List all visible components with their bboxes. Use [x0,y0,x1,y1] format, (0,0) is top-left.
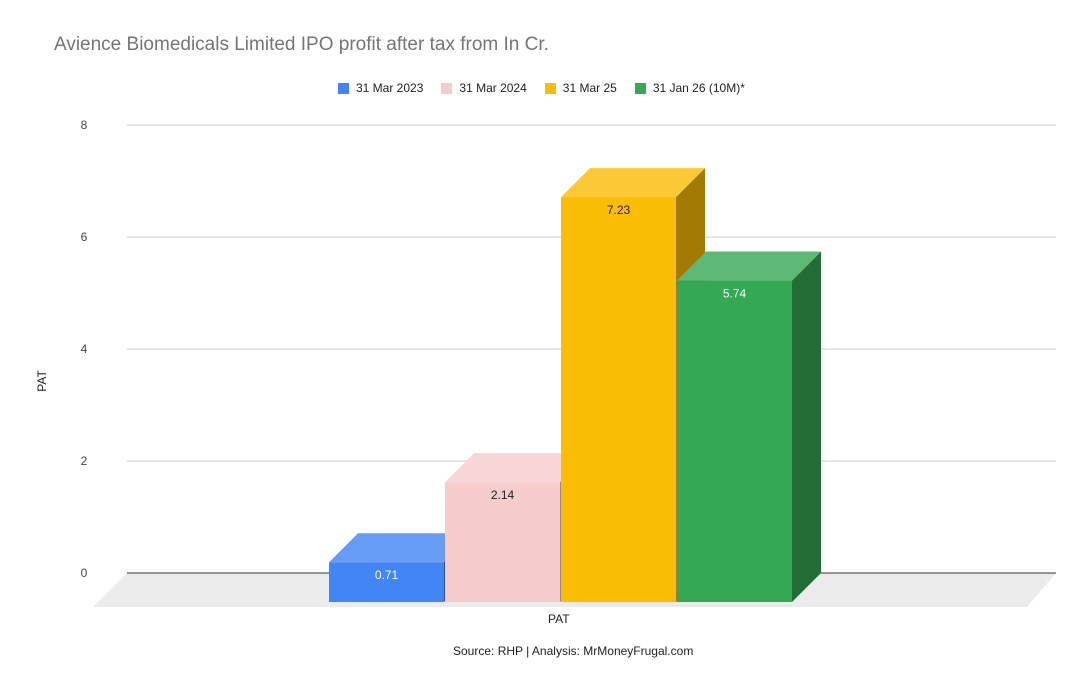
x-category-label: PAT [548,612,570,626]
legend-item[interactable]: 31 Mar 25 [544,81,617,95]
bar-top [329,533,473,563]
y-tick-label: 6 [81,230,88,244]
y-tick-label: 4 [81,342,88,356]
data-label: 7.23 [607,203,631,217]
bar [561,197,676,602]
data-label: 0.71 [375,568,399,582]
legend-item[interactable]: 31 Jan 26 (10M)* [634,81,745,95]
y-tick-label: 8 [81,118,88,132]
legend-item[interactable]: 31 Mar 2024 [441,81,527,95]
legend-swatch [544,82,556,94]
y-axis-label: PAT [35,370,49,392]
bar [329,562,444,602]
bar-side [792,251,821,602]
bar-top [677,251,821,281]
legend-swatch [441,82,453,94]
data-label: 5.74 [723,287,747,301]
bar [445,482,560,602]
data-label: 2.14 [491,488,515,502]
legend-swatch [634,82,646,94]
y-tick-label: 2 [81,454,88,468]
legend-label: 31 Jan 26 (10M)* [652,81,745,95]
bar-top [445,453,589,483]
bar-top [561,168,705,198]
chart-title: Avience Biomedicals Limited IPO profit a… [54,34,549,55]
legend: 31 Mar 2023 31 Mar 2024 31 Mar 25 31 Jan… [338,81,745,95]
legend-swatch [338,82,349,94]
source-note: Source: RHP | Analysis: MrMoneyFrugal.co… [453,644,694,658]
legend-label: 31 Mar 2024 [459,81,527,95]
legend-label: 31 Mar 2023 [356,81,424,95]
y-tick-label: 0 [81,566,88,580]
legend-label: 31 Mar 25 [562,81,617,95]
legend-item[interactable]: 31 Mar 2023 [338,81,423,95]
bar [677,280,792,602]
